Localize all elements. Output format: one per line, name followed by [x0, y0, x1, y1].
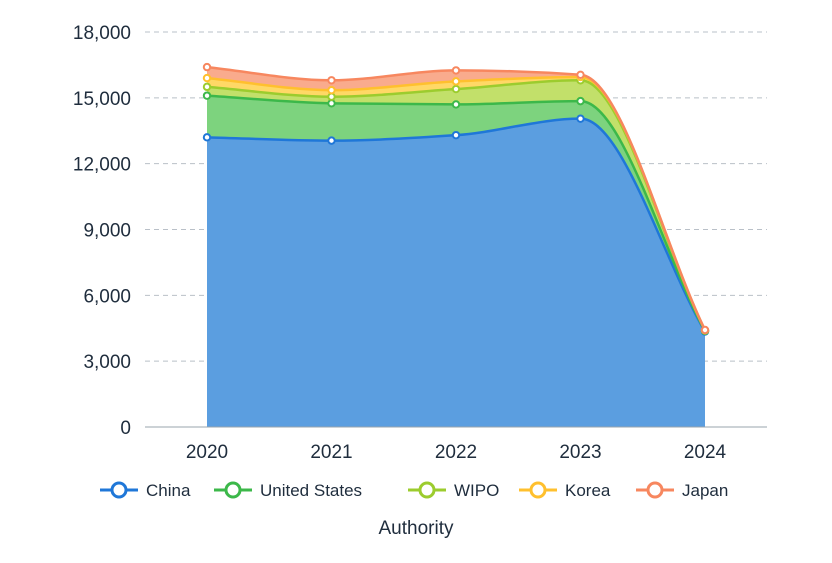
data-point[interactable]: [577, 72, 583, 78]
x-tick-label: 2020: [186, 442, 228, 463]
data-point[interactable]: [328, 77, 334, 83]
legend-label: Korea: [565, 481, 611, 500]
data-point[interactable]: [577, 115, 583, 121]
data-point[interactable]: [453, 86, 459, 92]
area-series: [204, 64, 708, 427]
data-point[interactable]: [453, 101, 459, 107]
data-point[interactable]: [328, 137, 334, 143]
legend-marker: [420, 483, 434, 497]
legend-label: Japan: [682, 481, 728, 500]
x-tick-label: 2023: [559, 442, 601, 463]
data-point[interactable]: [204, 75, 210, 81]
x-axis-title: Authority: [379, 518, 454, 539]
data-point[interactable]: [204, 84, 210, 90]
data-point[interactable]: [453, 78, 459, 84]
legend-item-korea[interactable]: Korea: [519, 481, 611, 500]
x-tick-label: 2021: [310, 442, 352, 463]
legend-item-china[interactable]: China: [100, 481, 191, 500]
data-point[interactable]: [328, 87, 334, 93]
y-tick-label: 15,000: [73, 89, 131, 110]
x-tick-labels: 2020 2021 2022 2023 2024: [186, 442, 727, 463]
x-tick-label: 2024: [684, 442, 727, 463]
data-point[interactable]: [577, 98, 583, 104]
y-tick-label: 9,000: [83, 221, 131, 242]
y-tick-label: 0: [120, 418, 131, 439]
legend-marker: [531, 483, 545, 497]
data-point[interactable]: [204, 134, 210, 140]
data-point[interactable]: [453, 67, 459, 73]
legend-item-united-states[interactable]: United States: [214, 481, 362, 500]
y-tick-label: 6,000: [83, 286, 131, 307]
data-point[interactable]: [328, 94, 334, 100]
legend-marker: [226, 483, 240, 497]
legend-marker: [648, 483, 662, 497]
y-tick-label: 18,000: [73, 23, 131, 44]
legend-item-wipo[interactable]: WIPO: [408, 481, 499, 500]
y-tick-label: 12,000: [73, 155, 131, 176]
legend-label: United States: [260, 481, 362, 500]
data-point[interactable]: [204, 64, 210, 70]
legend-item-japan[interactable]: Japan: [636, 481, 728, 500]
data-point[interactable]: [204, 92, 210, 98]
legend-marker: [112, 483, 126, 497]
y-tick-label: 3,000: [83, 352, 131, 373]
legend[interactable]: China United States WIPO Korea Japan: [100, 481, 728, 500]
data-point[interactable]: [702, 327, 708, 333]
y-tick-labels: 0 3,000 6,000 9,000 12,000 15,000 18,000: [73, 23, 131, 439]
legend-label: China: [146, 481, 191, 500]
legend-label: WIPO: [454, 481, 499, 500]
x-tick-label: 2022: [435, 442, 477, 463]
data-point[interactable]: [328, 100, 334, 106]
data-point[interactable]: [453, 132, 459, 138]
